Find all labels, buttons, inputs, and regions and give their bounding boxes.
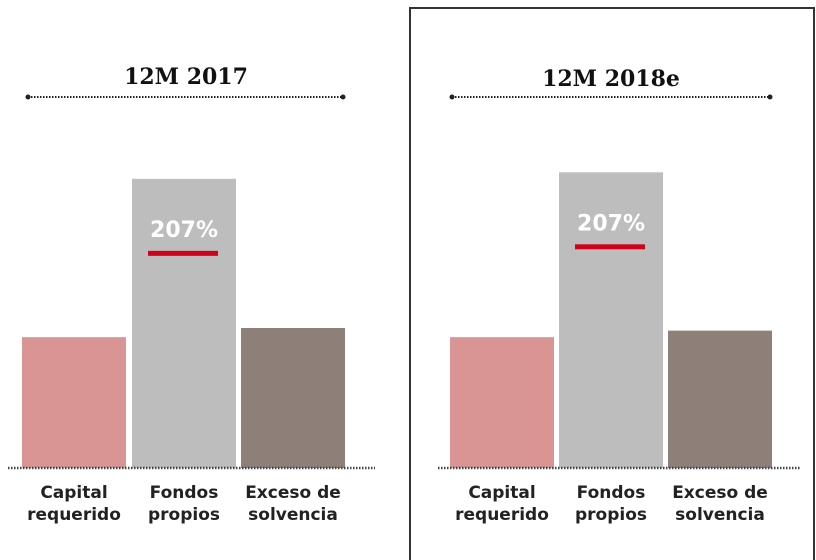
chart-title: 12M 2018e bbox=[542, 66, 680, 92]
annotation: 207% bbox=[577, 211, 645, 236]
category-line: Capital bbox=[40, 483, 107, 503]
panel-border bbox=[409, 7, 815, 560]
rule-dot bbox=[25, 94, 31, 100]
category-line: Capital bbox=[468, 483, 535, 503]
chart-title: 12M 2017 bbox=[124, 64, 248, 90]
category-line: solvencia bbox=[675, 505, 765, 525]
category-line: Exceso de bbox=[672, 483, 768, 503]
category-label: Capital requerido bbox=[455, 483, 549, 525]
category-line: propios bbox=[148, 505, 220, 525]
category-line: Exceso de bbox=[245, 483, 341, 503]
category-label: Exceso de solvencia bbox=[672, 483, 768, 525]
category-label: Exceso de solvencia bbox=[245, 483, 341, 525]
annotation-underline bbox=[148, 250, 218, 256]
rule-dot bbox=[449, 94, 455, 100]
bar bbox=[450, 337, 554, 468]
category-label: Fondos propios bbox=[575, 483, 647, 525]
category-line: Fondos bbox=[150, 483, 219, 503]
bar bbox=[668, 330, 772, 468]
category-line: solvencia bbox=[248, 505, 338, 525]
bar bbox=[22, 337, 126, 468]
bar bbox=[132, 178, 236, 468]
category-line: propios bbox=[575, 505, 647, 525]
rule-dot bbox=[340, 94, 346, 100]
category-line: Fondos bbox=[577, 483, 646, 503]
rule-dot bbox=[767, 94, 773, 100]
bar bbox=[241, 328, 345, 468]
annotation: 207% bbox=[150, 218, 218, 243]
category-label: Capital requerido bbox=[27, 483, 121, 525]
bar bbox=[559, 172, 663, 469]
category-line: requerido bbox=[27, 505, 121, 525]
annotation-underline bbox=[575, 244, 645, 250]
category-label: Fondos propios bbox=[148, 483, 220, 525]
category-line: requerido bbox=[455, 505, 549, 525]
